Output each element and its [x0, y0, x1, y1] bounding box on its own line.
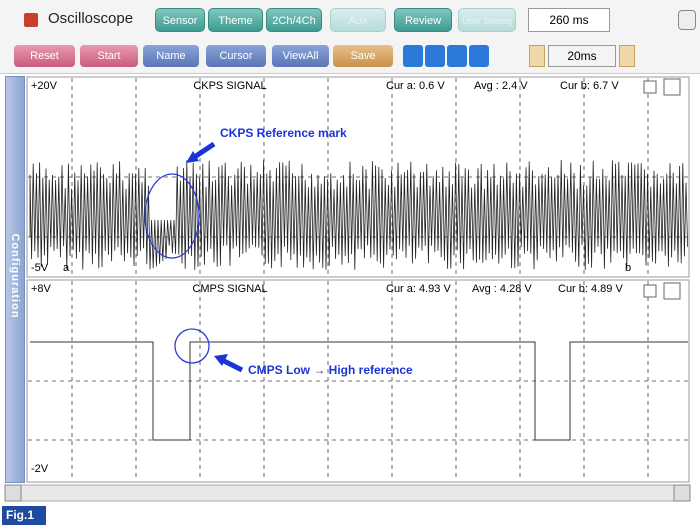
nav-last[interactable] — [469, 45, 489, 67]
scroll-left[interactable] — [4, 484, 22, 502]
ckps-waveform — [29, 159, 688, 270]
button[interactable]: Start — [80, 45, 138, 67]
nav-next[interactable] — [447, 45, 467, 67]
tab[interactable]: Theme — [208, 8, 263, 32]
cursor-b-value: Cur b: 6.7 V — [560, 80, 619, 92]
button[interactable]: Save — [333, 45, 393, 67]
marker-circle — [144, 173, 200, 259]
tab: User Setting — [458, 8, 516, 32]
cursor-b-label: b — [625, 262, 631, 274]
app-icon — [24, 13, 38, 27]
tab[interactable]: 2Ch/4Ch — [266, 8, 322, 32]
tab[interactable]: Sensor — [155, 8, 205, 32]
channel-maximize[interactable] — [663, 78, 681, 96]
scrollbar[interactable] — [4, 484, 691, 502]
button[interactable]: Reset — [14, 45, 75, 67]
channel-maximize[interactable] — [663, 282, 681, 300]
button[interactable]: ViewAll — [272, 45, 329, 67]
cursor-a-value: Cur a: 0.6 V — [386, 80, 445, 92]
channel-toggle[interactable] — [643, 80, 657, 94]
channel-name: CMPS SIGNAL — [192, 283, 267, 295]
button[interactable]: Name — [143, 45, 199, 67]
button[interactable]: Cursor — [206, 45, 266, 67]
time-window[interactable]: 260 ms — [528, 8, 610, 32]
decrease[interactable] — [529, 45, 545, 67]
menu-button[interactable] — [678, 10, 696, 30]
scale-min: -2V — [31, 463, 49, 475]
figure-label: Fig.1 — [2, 506, 46, 525]
average-value: Avg : 2.4 V — [474, 80, 528, 92]
annotation-arrow — [214, 354, 228, 366]
side-panel[interactable] — [5, 76, 25, 483]
time-div[interactable]: 20ms — [548, 45, 616, 67]
annotation-arrow — [186, 151, 199, 163]
scale-max: +20V — [31, 80, 58, 92]
nav-first[interactable] — [403, 45, 423, 67]
scroll-right[interactable] — [673, 484, 691, 502]
cursor-a-value: Cur a: 4.93 V — [386, 283, 451, 295]
scale-max: +8V — [31, 283, 52, 295]
annotation: CMPS Low → High reference — [248, 363, 413, 377]
annotation: CKPS Reference mark — [220, 126, 347, 140]
app-title: Oscilloscope — [48, 10, 134, 27]
cursor-b-value: Cur b: 4.89 V — [558, 283, 623, 295]
channel-toggle[interactable] — [643, 284, 657, 298]
nav-prev[interactable] — [425, 45, 445, 67]
tab: Aux — [330, 8, 386, 32]
channel-name: CKPS SIGNAL — [193, 80, 266, 92]
tab[interactable]: Review — [394, 8, 452, 32]
marker-circle — [174, 328, 210, 364]
increase[interactable] — [619, 45, 635, 67]
cmps-waveform — [30, 341, 688, 441]
average-value: Avg : 4.28 V — [472, 283, 532, 295]
cursor-a-label: a — [63, 262, 70, 274]
scale-min: -5V — [31, 262, 49, 274]
scope-display: CKPS Reference mark CMPS Low → High refe… — [4, 76, 691, 502]
annotation-arrow — [220, 357, 244, 373]
